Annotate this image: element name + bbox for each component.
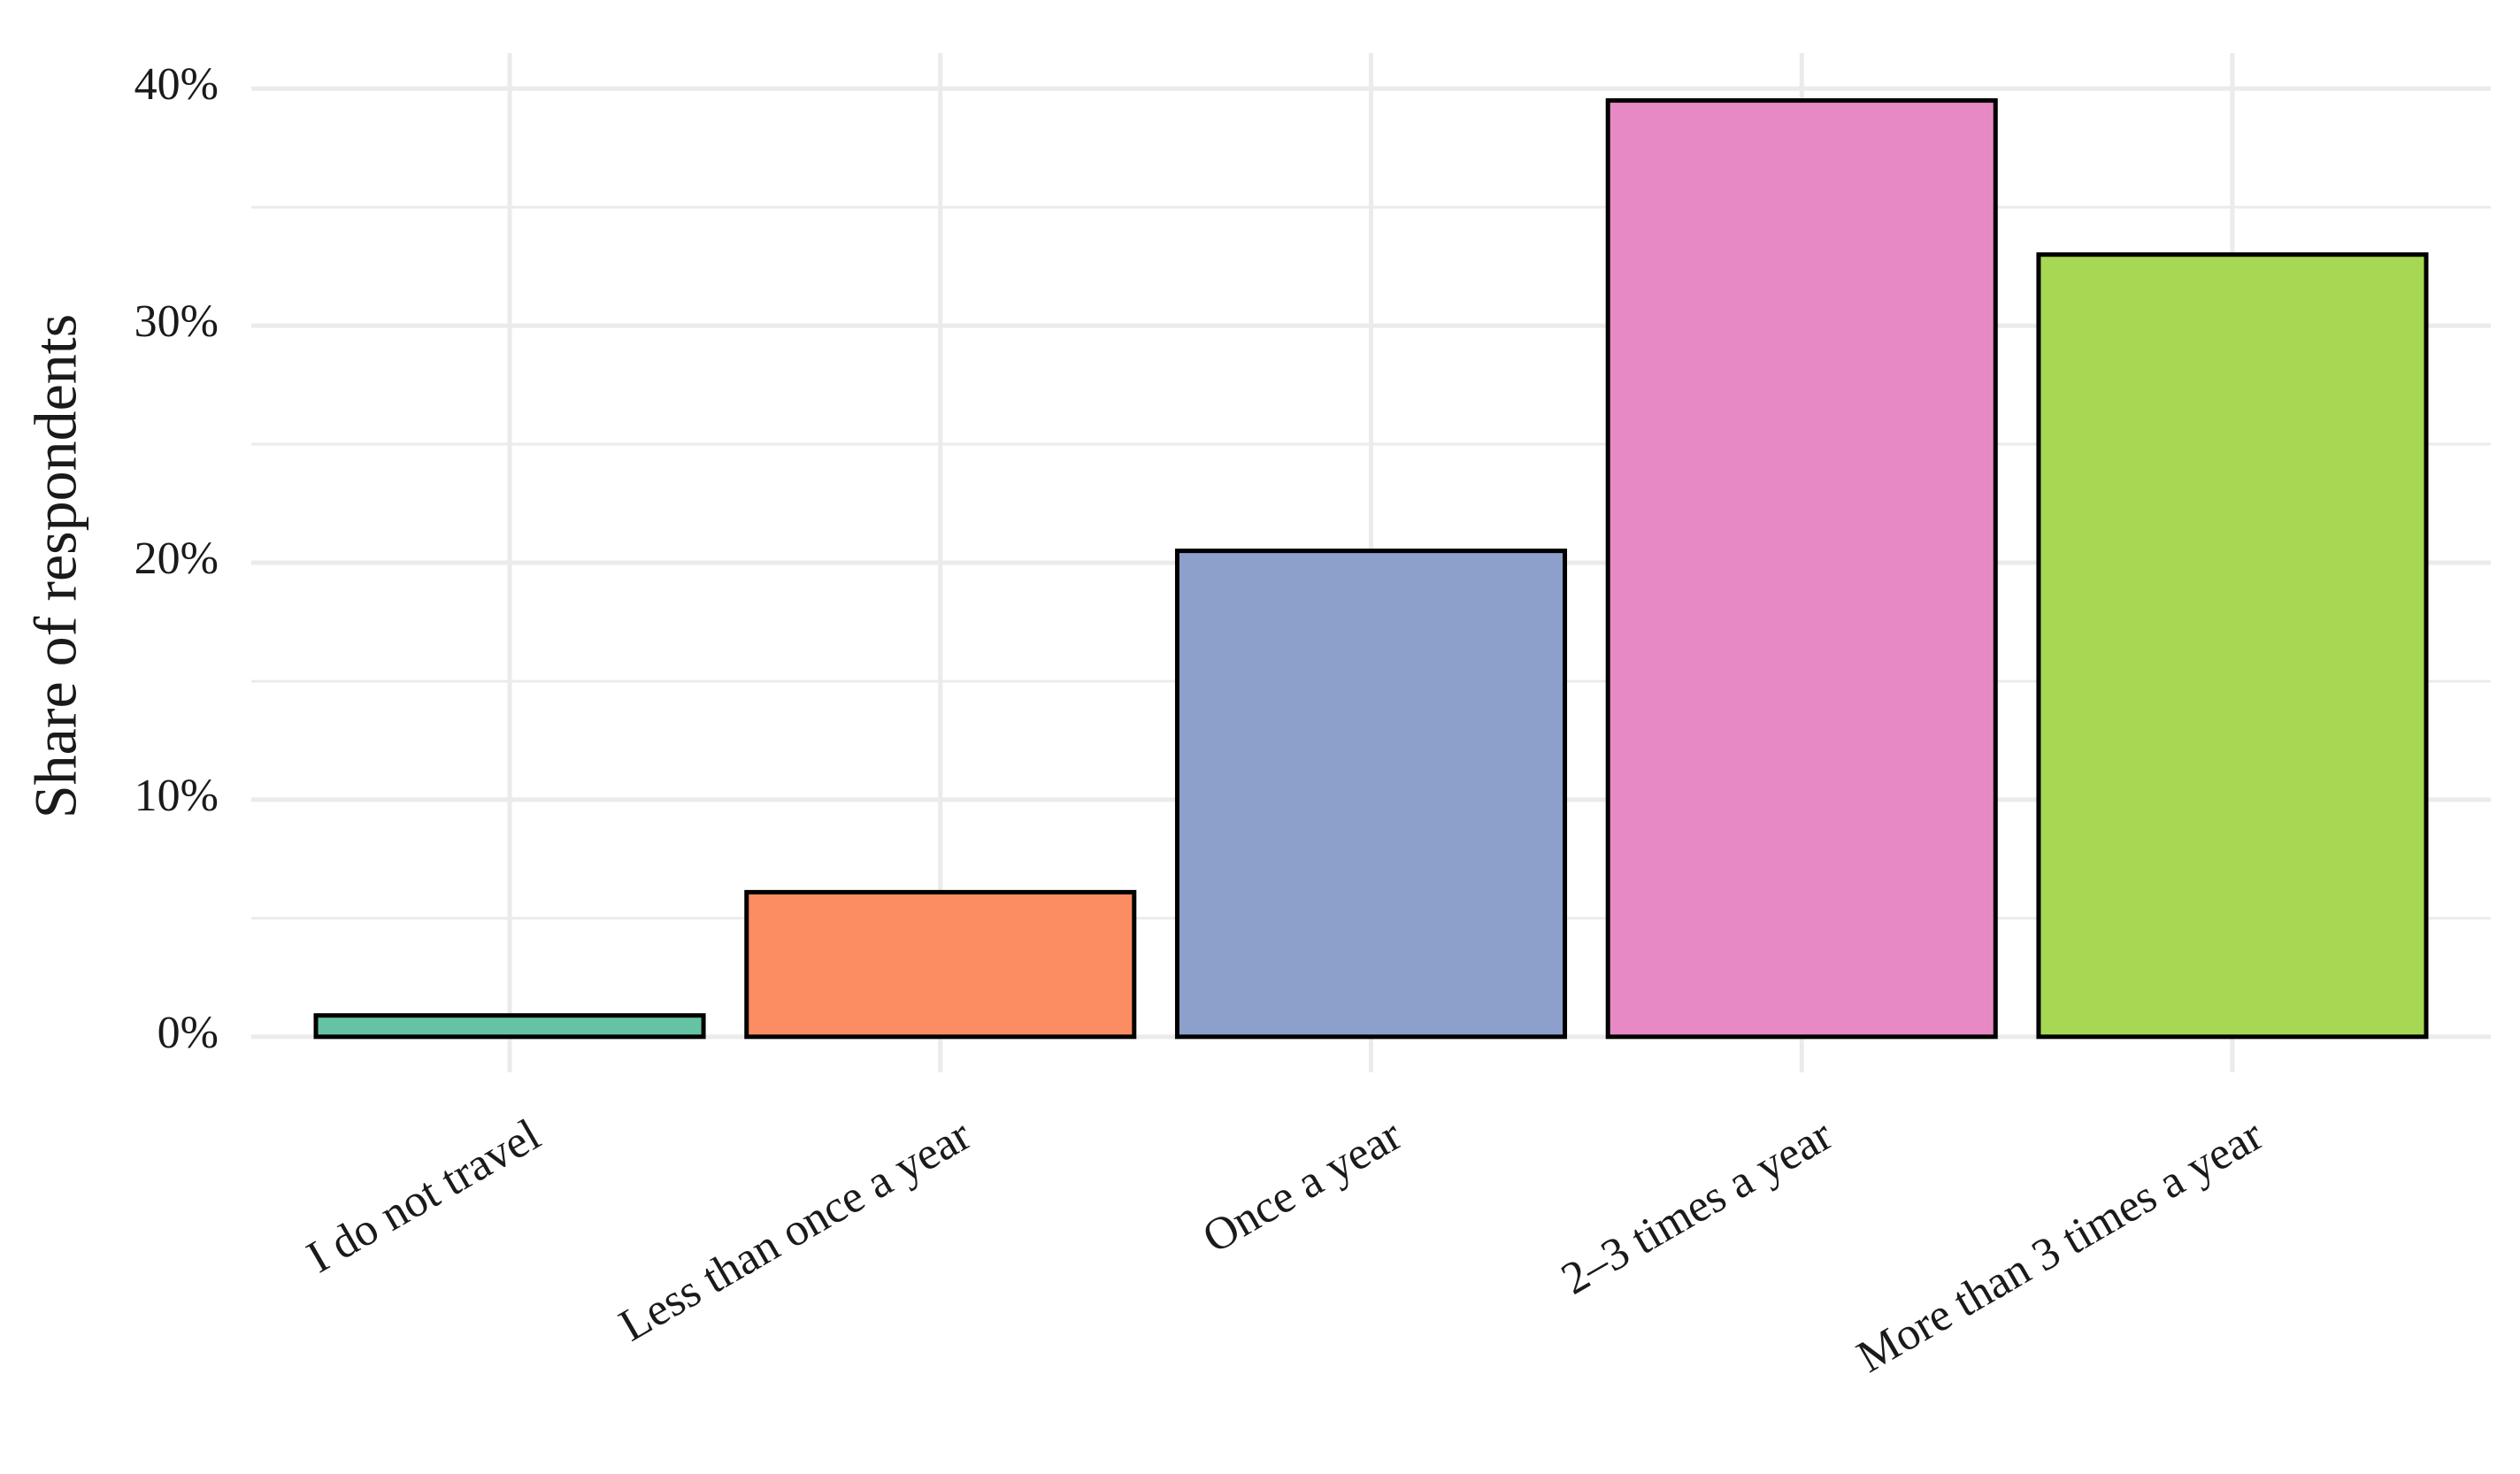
bar — [1605, 98, 1998, 1040]
y-tick-label: 40% — [134, 59, 219, 110]
bar — [744, 889, 1137, 1040]
y-tick-label: 20% — [134, 534, 219, 584]
bar — [1174, 549, 1568, 1040]
y-axis-title: Share of respondents — [22, 314, 89, 818]
bar — [313, 1013, 706, 1040]
y-tick-label: 30% — [134, 296, 219, 347]
y-tick-label: 0% — [158, 1008, 219, 1058]
y-tick-label: 10% — [134, 771, 219, 821]
bar — [2036, 252, 2429, 1040]
